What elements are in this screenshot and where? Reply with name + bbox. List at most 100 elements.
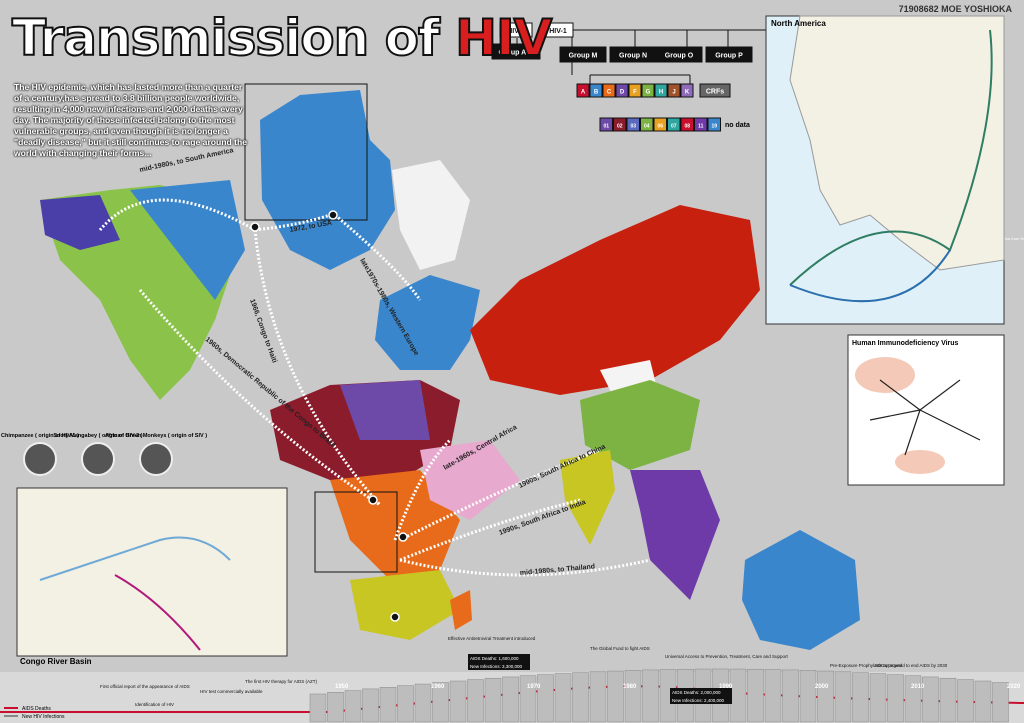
- land-greenland: [392, 160, 470, 270]
- tree-box: [667, 83, 681, 98]
- timeline-block: [327, 692, 344, 723]
- tree-label: H: [659, 90, 663, 96]
- tree-label: J: [672, 90, 675, 96]
- route-line: [399, 498, 581, 562]
- tree-box: [491, 43, 541, 60]
- epicenter: [368, 495, 378, 505]
- title-highlight: HIV: [454, 8, 553, 68]
- timeline-block: [729, 668, 747, 723]
- tree-box: [694, 117, 708, 132]
- tree-label: CRFs: [706, 89, 724, 96]
- tree-label: 06: [657, 124, 663, 130]
- tree-label: 07: [671, 124, 677, 130]
- tree-box: [640, 117, 654, 132]
- event: New Infections: 3,300,000: [470, 664, 523, 669]
- event: AIDS Deaths: 2,000,000: [672, 690, 721, 695]
- timeline: 1950 1960 1970 1980 1990 2000 2010 2020 First of…: [0, 636, 1024, 723]
- timeline-block: [484, 677, 502, 723]
- congo-river: [39, 536, 231, 581]
- primate-label: Sooty Mangabey ( origin of HIV-2 ): [53, 433, 142, 439]
- inset-route: [789, 29, 993, 286]
- hiv1-blob: [855, 357, 915, 393]
- route-line: [399, 448, 601, 542]
- primate-label: Chimpanzee ( origin of HIV-1 ): [1, 433, 79, 439]
- land-africa-s: [350, 570, 460, 640]
- inset-route: [789, 249, 951, 303]
- event: AIDS Deaths: 1,600,000: [470, 656, 519, 661]
- tree-box: [542, 22, 574, 38]
- tree-box: [576, 83, 590, 98]
- year-label: 2020: [1007, 684, 1021, 690]
- route-line: [334, 213, 422, 301]
- tree-box: [641, 83, 655, 98]
- tree-box: [628, 83, 642, 98]
- event: SDGs targeted to end AIDS by 2030: [875, 663, 948, 668]
- timeline-block: [414, 683, 432, 723]
- tree-label: 03: [630, 124, 636, 130]
- tree-label: Group M: [569, 53, 598, 60]
- timeline-block: [432, 682, 449, 723]
- tree-label: Group A-H: [498, 50, 533, 57]
- route-label: 1990s, South Africa to India: [498, 499, 587, 537]
- na-inset: North America: [765, 15, 1005, 325]
- hiv2-blob: [895, 450, 945, 474]
- timeline-block: [922, 676, 939, 723]
- author-id: 71908682 MOE YOSHIOKA: [898, 4, 1012, 14]
- phylo: [869, 379, 981, 456]
- timeline-block: [589, 671, 607, 723]
- event: The Global Fund to fight AIDS: [590, 646, 650, 651]
- land-africa-c: [330, 470, 460, 580]
- event: The first HIV therapy for AIDS (AZT): [245, 679, 318, 684]
- timeline-block: [502, 676, 519, 723]
- tree-label: Group N: [619, 53, 647, 60]
- timeline-block: [834, 671, 852, 723]
- timeline-block: [747, 668, 764, 723]
- tree-label: G: [646, 90, 651, 96]
- timeline-block: [309, 693, 327, 723]
- timeline-block: [519, 675, 537, 723]
- primate-photo: [81, 442, 115, 476]
- timeline-block: [554, 673, 572, 723]
- timeline-block: [379, 687, 397, 723]
- event: New Infections: 2,400,000: [672, 698, 725, 703]
- epicenter: [390, 612, 400, 622]
- primate-photo: [139, 442, 173, 476]
- timeline-block: [817, 670, 834, 723]
- land-madagascar: [450, 590, 472, 630]
- event: HIV test commercially available: [200, 689, 263, 694]
- event: Pre-Exposure Prophylaxis approved: [830, 663, 903, 668]
- tree-label: 02: [617, 124, 623, 130]
- timeline-block: [852, 672, 869, 723]
- land-russia: [470, 205, 760, 395]
- year-label: 1960: [431, 684, 445, 690]
- tree-box: [615, 83, 629, 98]
- primate-label: African Green Monkeys ( origin of SIV ): [105, 433, 207, 439]
- timeline-block: [782, 669, 799, 723]
- primates: Chimpanzee ( origin of HIV-1 )Sooty Mang…: [1, 433, 207, 476]
- event: Identification of HIV: [135, 702, 174, 707]
- timeline-block: [869, 673, 887, 723]
- tree-box: [699, 83, 731, 98]
- event: First official report of the appearance …: [100, 684, 190, 689]
- inset-title: Congo River Basin: [20, 657, 92, 666]
- timeline-block: [642, 669, 659, 723]
- tree-label: B: [594, 90, 599, 96]
- event-bg: [468, 662, 530, 670]
- tree-box: [680, 83, 694, 98]
- virus-panel: Human Immunodeficiency Virus: [847, 334, 1005, 486]
- tree-box: [589, 83, 603, 98]
- timeline-block: [537, 674, 554, 723]
- route-label: mid-1980s, to Thailand: [520, 563, 596, 577]
- timeline-block: [799, 670, 817, 723]
- tree-box: [667, 117, 681, 132]
- timeline-block: [887, 674, 904, 723]
- inset-bg: [16, 487, 288, 657]
- tree-label: 11: [698, 124, 704, 130]
- continents: [40, 90, 860, 650]
- tree-label: 01: [603, 124, 609, 130]
- zoom-box-na: [244, 83, 368, 221]
- route-line: [138, 289, 381, 507]
- panel-title: Human Immunodeficiency Virus: [852, 340, 959, 347]
